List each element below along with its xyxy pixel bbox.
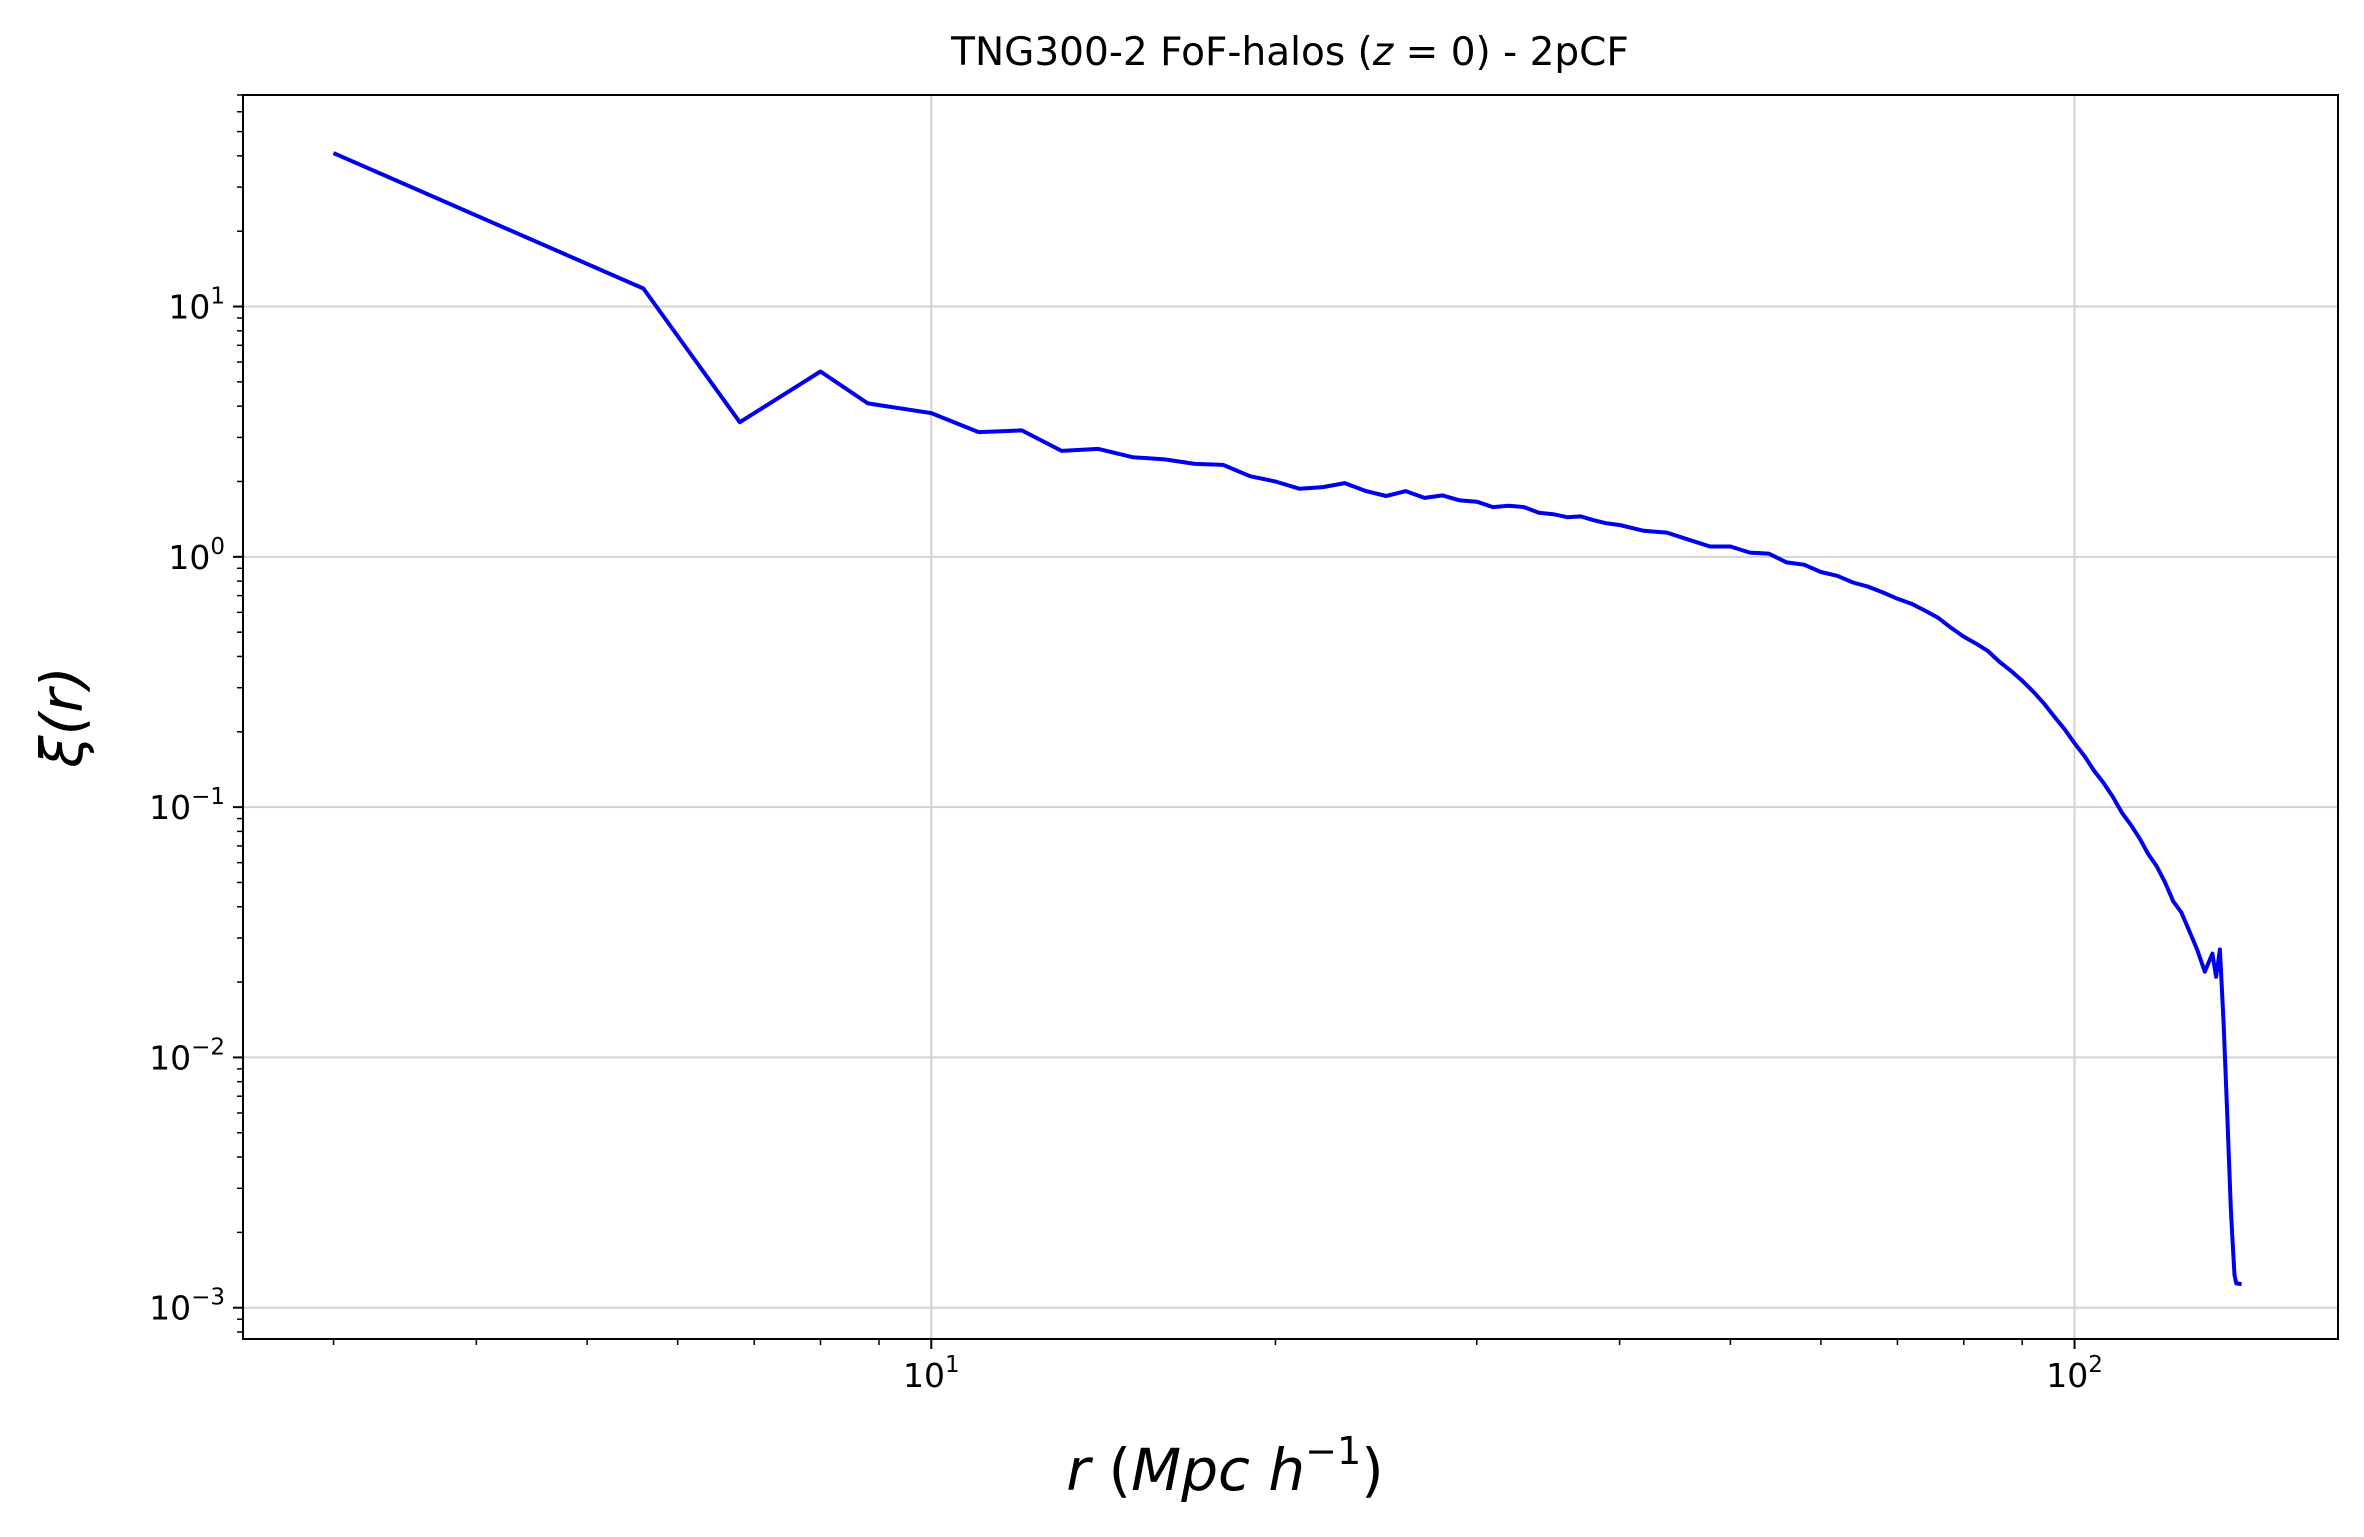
minor-ticks xyxy=(237,94,2023,1345)
x-axis-label-var: r xyxy=(1066,1436,1093,1504)
x-axis-label-close: ) xyxy=(1361,1436,1384,1504)
y-tick-label-base: 10 xyxy=(168,288,210,327)
y-tick-label-base: 10 xyxy=(149,788,191,827)
x-tick-label-exp: 1 xyxy=(945,1352,960,1378)
x-tick-label: 101 xyxy=(903,1352,960,1395)
chart-title-part-1: TNG300-2 FoF-halos ( xyxy=(950,30,1373,75)
y-tick-label: 101 xyxy=(168,284,225,327)
grid xyxy=(243,95,2338,1339)
y-tick-label-exp: −1 xyxy=(191,784,225,810)
y-tick-label-exp: −2 xyxy=(191,1034,225,1060)
plot-frame xyxy=(242,94,2339,1340)
x-tick-label: 102 xyxy=(2046,1352,2103,1395)
x-tick-label-base: 10 xyxy=(903,1356,945,1395)
y-tick-label-base: 10 xyxy=(149,1038,191,1077)
chart-title-part-2: z xyxy=(1372,30,1395,75)
y-axis-label-arg: (r) xyxy=(28,666,96,735)
y-tick-label-base: 10 xyxy=(149,1289,191,1328)
x-axis-label-unit: Mpc h xyxy=(1131,1436,1305,1504)
x-axis-label: r (Mpc h−1) xyxy=(1066,1429,1384,1504)
y-tick-label: 10−3 xyxy=(149,1285,225,1328)
y-tick-label: 10−1 xyxy=(149,784,225,827)
x-axis-label-exp: −1 xyxy=(1305,1429,1361,1473)
y-axis-label: ξ(r) xyxy=(28,666,96,768)
x-tick-label-base: 10 xyxy=(2046,1356,2088,1395)
x-tick-label-exp: 2 xyxy=(2088,1352,2103,1378)
y-tick-label: 10−2 xyxy=(149,1034,225,1077)
y-tick-label: 100 xyxy=(168,534,225,577)
chart-title-part-3: = 0) - 2pCF xyxy=(1393,30,1629,75)
y-tick-label-exp: 0 xyxy=(210,534,225,560)
chart-title: TNG300-2 FoF-halos (z = 0) - 2pCF xyxy=(950,30,1629,75)
x-axis-label-open: ( xyxy=(1090,1436,1131,1504)
y-axis-label-var: ξ xyxy=(28,735,96,769)
major-ticks xyxy=(233,305,2076,1349)
y-tick-label-exp: 1 xyxy=(210,284,225,310)
series-line xyxy=(332,151,2243,1287)
y-tick-label-exp: −3 xyxy=(191,1285,225,1311)
y-tick-label-base: 10 xyxy=(168,538,210,577)
